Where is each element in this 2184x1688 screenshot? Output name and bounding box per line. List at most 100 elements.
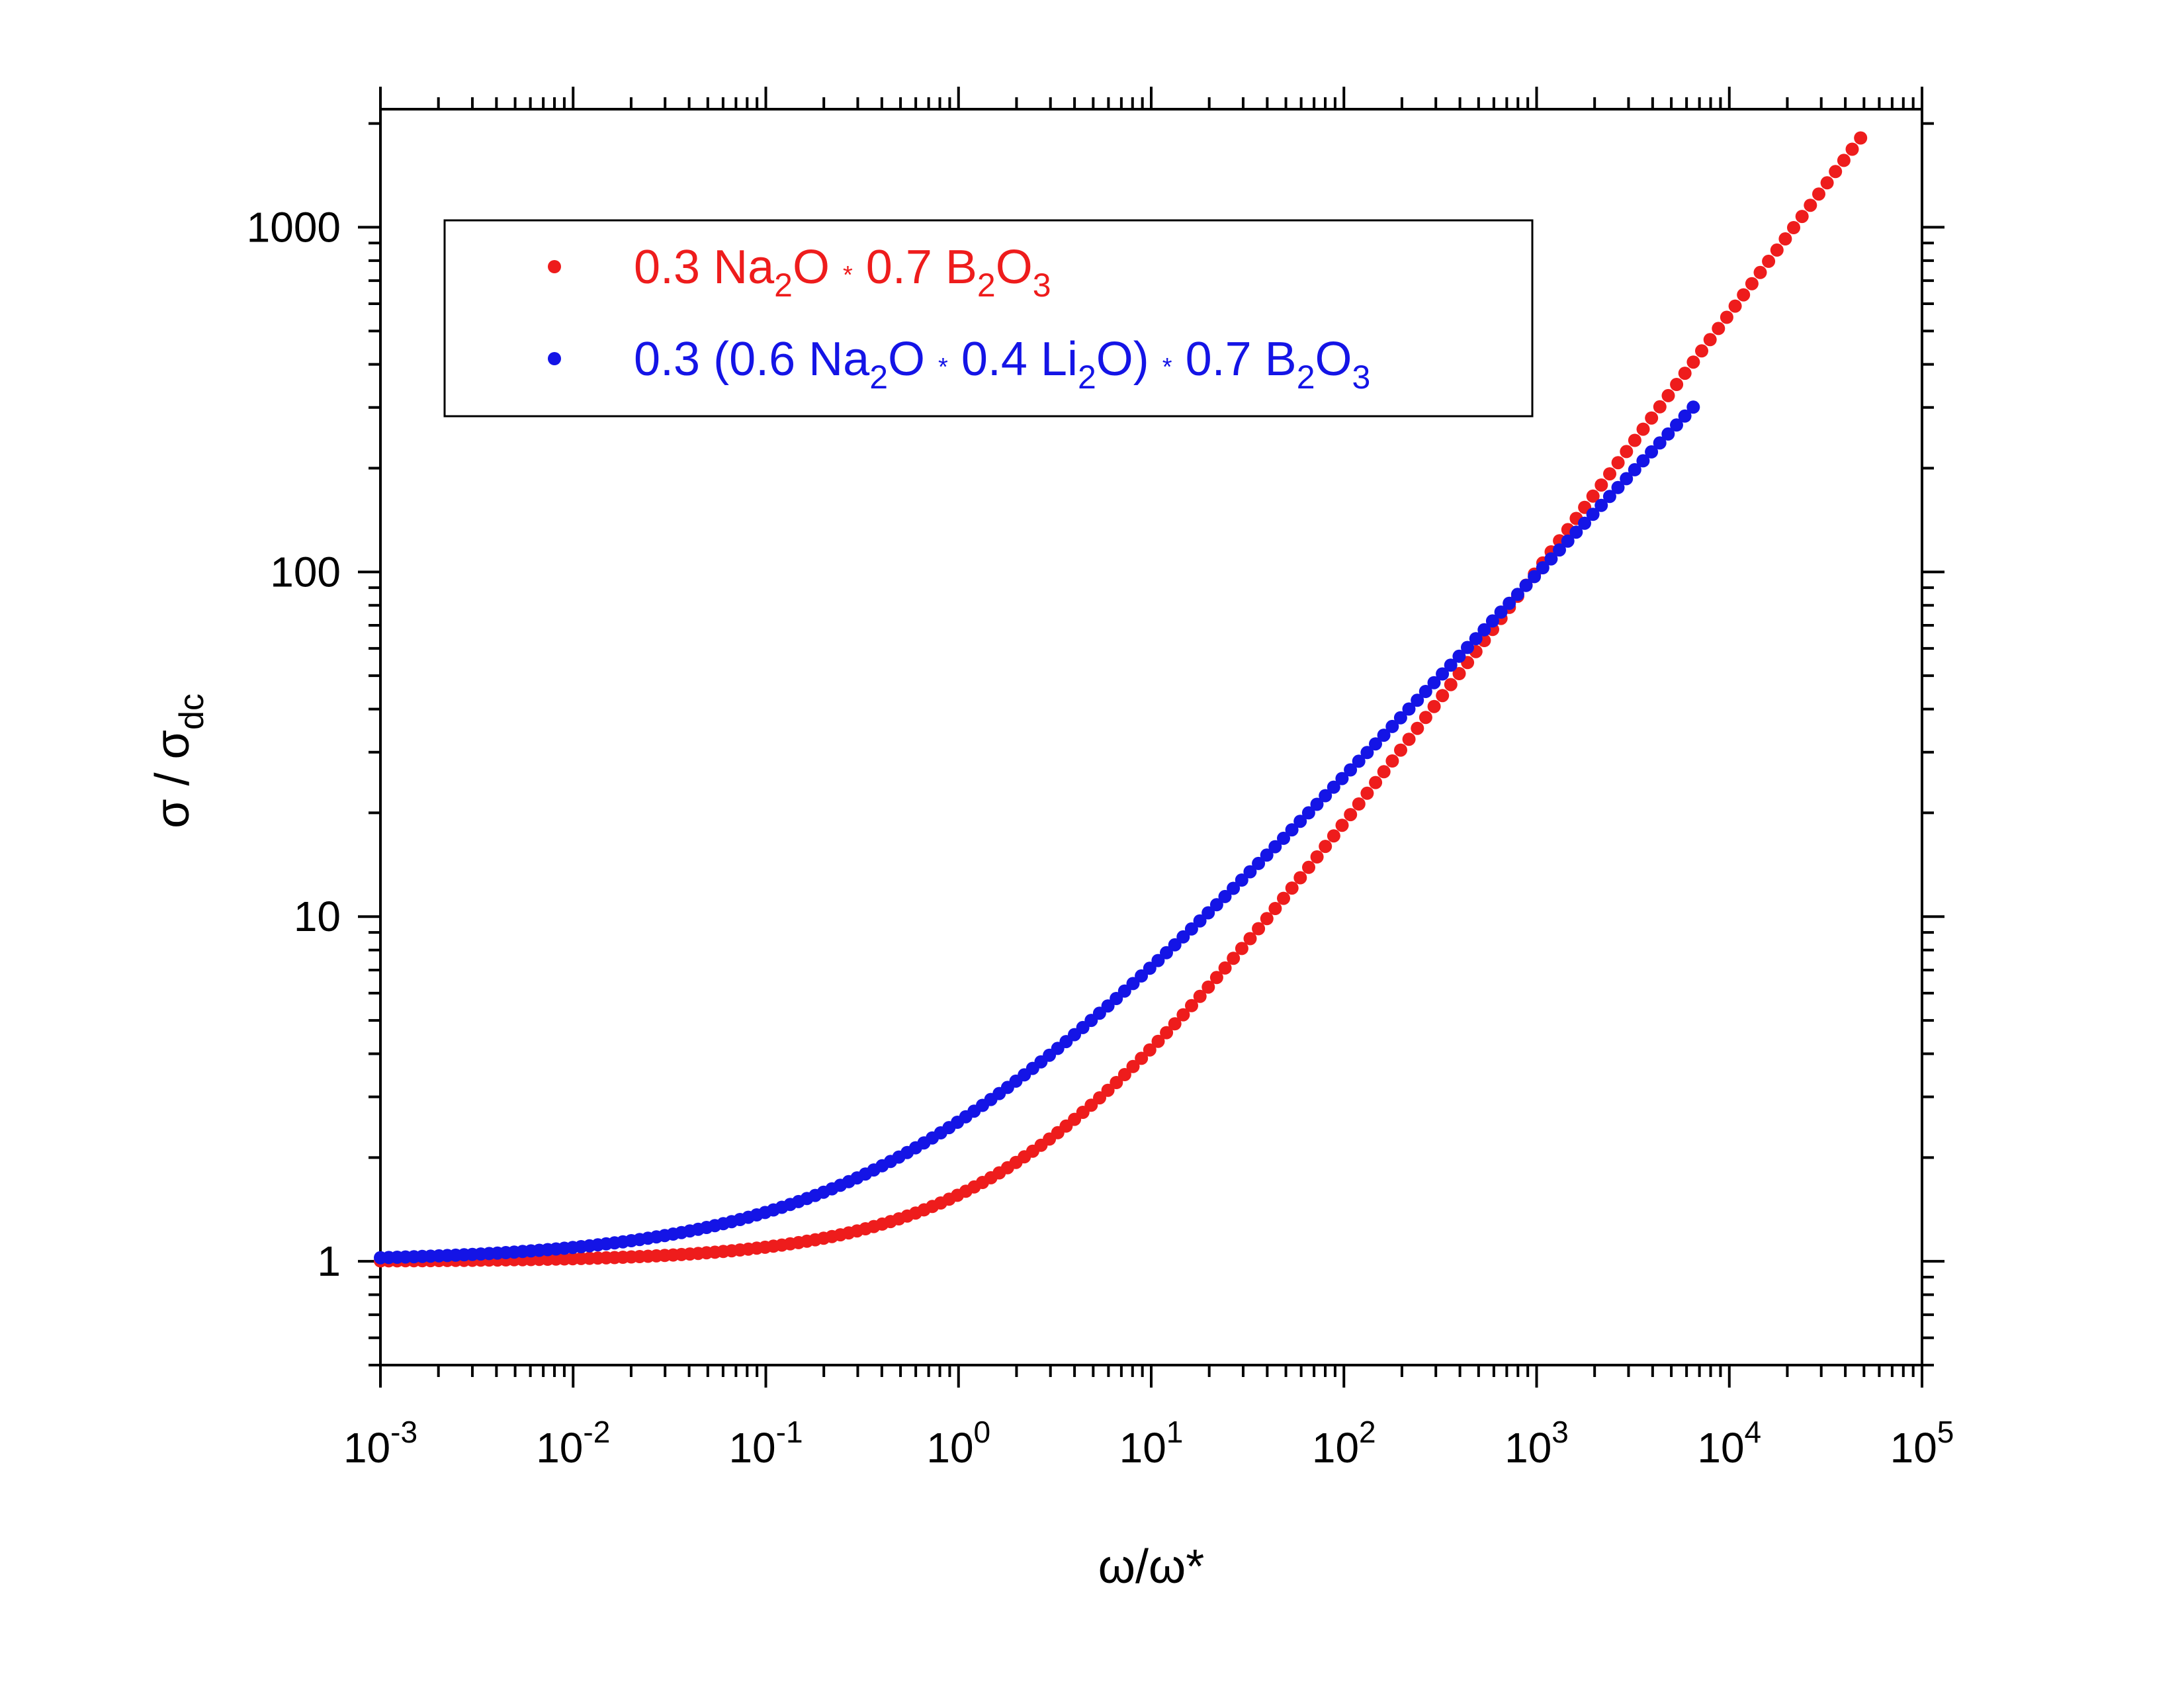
x-axis: 10-3 10-2 10-1 100 101 102 103 104 105 [343, 87, 1954, 1472]
data-point [1394, 743, 1407, 757]
x-tick-label: 104 [1697, 1415, 1761, 1472]
data-series [374, 131, 1868, 1268]
y-axis-title: σ / σdc [146, 693, 211, 828]
data-point [1201, 906, 1215, 920]
data-point [1101, 1083, 1115, 1097]
data-point [1319, 789, 1332, 803]
x-tick-label: 100 [926, 1415, 990, 1472]
data-point [1277, 891, 1290, 905]
svg-text:σ / σdc: σ / σdc [146, 693, 211, 828]
data-point [1352, 754, 1366, 768]
data-point [1820, 176, 1834, 190]
data-point [1252, 922, 1266, 936]
data-point [1319, 840, 1332, 854]
legend-label-series-2: 0.3 (0.6 Na2O * 0.4 Li2O) * 0.7 B2O3 [634, 333, 1370, 396]
data-point [1678, 367, 1692, 380]
data-point [1720, 310, 1733, 324]
legend-marker-series-1 [548, 260, 561, 273]
data-point [1510, 588, 1524, 601]
data-point [1143, 1043, 1157, 1057]
data-point [1837, 154, 1851, 167]
data-point [1703, 333, 1717, 347]
data-point [1452, 649, 1466, 663]
data-point [1586, 489, 1600, 503]
data-point [1670, 378, 1684, 391]
data-point [1603, 467, 1616, 481]
data-point [1176, 930, 1190, 944]
data-point [1185, 999, 1198, 1012]
data-point [1536, 561, 1550, 574]
data-point [1695, 344, 1708, 358]
data-point [1611, 456, 1625, 470]
data-point [1653, 436, 1667, 450]
data-point [1494, 605, 1508, 619]
data-point [1419, 711, 1432, 725]
data-point [1678, 409, 1692, 423]
data-point [1310, 797, 1324, 811]
data-point [1126, 1059, 1140, 1073]
data-point [1402, 702, 1416, 716]
data-point [1519, 578, 1533, 592]
y-tick-label: 1 [317, 1237, 341, 1285]
data-point [1302, 860, 1315, 874]
data-point [1411, 721, 1424, 735]
data-point [1829, 165, 1843, 179]
data-point [1544, 552, 1558, 566]
data-point [1452, 667, 1466, 680]
data-point [1168, 1017, 1182, 1031]
x-tick-label: 103 [1505, 1415, 1569, 1472]
data-point [1268, 902, 1282, 915]
data-point [1419, 685, 1432, 698]
data-point [1201, 980, 1215, 994]
data-point [1184, 922, 1198, 936]
data-point [1110, 1076, 1123, 1089]
data-point [1578, 516, 1591, 530]
data-point [1427, 699, 1441, 713]
data-point [1260, 912, 1274, 926]
y-tick-label: 10 [294, 893, 341, 940]
x-tick-label: 101 [1119, 1415, 1184, 1472]
data-point [1628, 433, 1641, 447]
data-point [1176, 1008, 1190, 1022]
data-point [1227, 881, 1241, 895]
data-point [1135, 969, 1149, 983]
data-point [1293, 815, 1307, 828]
data-point [1310, 850, 1324, 864]
y-tick-label: 100 [270, 548, 341, 596]
data-point [1436, 667, 1450, 681]
data-point [1377, 765, 1391, 779]
data-point [1243, 865, 1257, 879]
data-point [1569, 525, 1583, 539]
data-point [1804, 199, 1817, 212]
data-point [1444, 658, 1458, 672]
data-point [1385, 754, 1399, 768]
data-point [1661, 427, 1675, 441]
data-point [1193, 989, 1207, 1003]
data-point [1645, 445, 1659, 459]
data-point [1787, 221, 1800, 234]
data-point [1620, 472, 1634, 486]
data-point [1686, 355, 1700, 369]
data-point [1209, 898, 1223, 912]
data-point [1503, 596, 1516, 610]
data-point [1712, 322, 1725, 335]
data-point [1636, 454, 1650, 468]
data-point [1628, 463, 1641, 476]
data-point [1327, 829, 1340, 843]
data-point [1369, 776, 1383, 789]
data-point [1151, 1034, 1165, 1048]
data-point [1411, 693, 1424, 707]
x-tick-label: 10-3 [343, 1415, 417, 1472]
legend-label-series-1: 0.3 Na2O * 0.7 B2O3 [634, 241, 1051, 304]
data-point [1686, 400, 1700, 414]
legend-box [443, 219, 1534, 418]
data-point [1143, 961, 1157, 975]
data-point [1227, 952, 1241, 965]
data-point [1611, 480, 1625, 494]
data-point [1645, 411, 1659, 425]
data-point [1377, 729, 1391, 742]
x-axis-title: ω/ω* [1098, 1540, 1204, 1593]
data-point [1528, 570, 1542, 584]
legend-marker-series-2 [548, 352, 561, 365]
data-point [1461, 641, 1474, 654]
